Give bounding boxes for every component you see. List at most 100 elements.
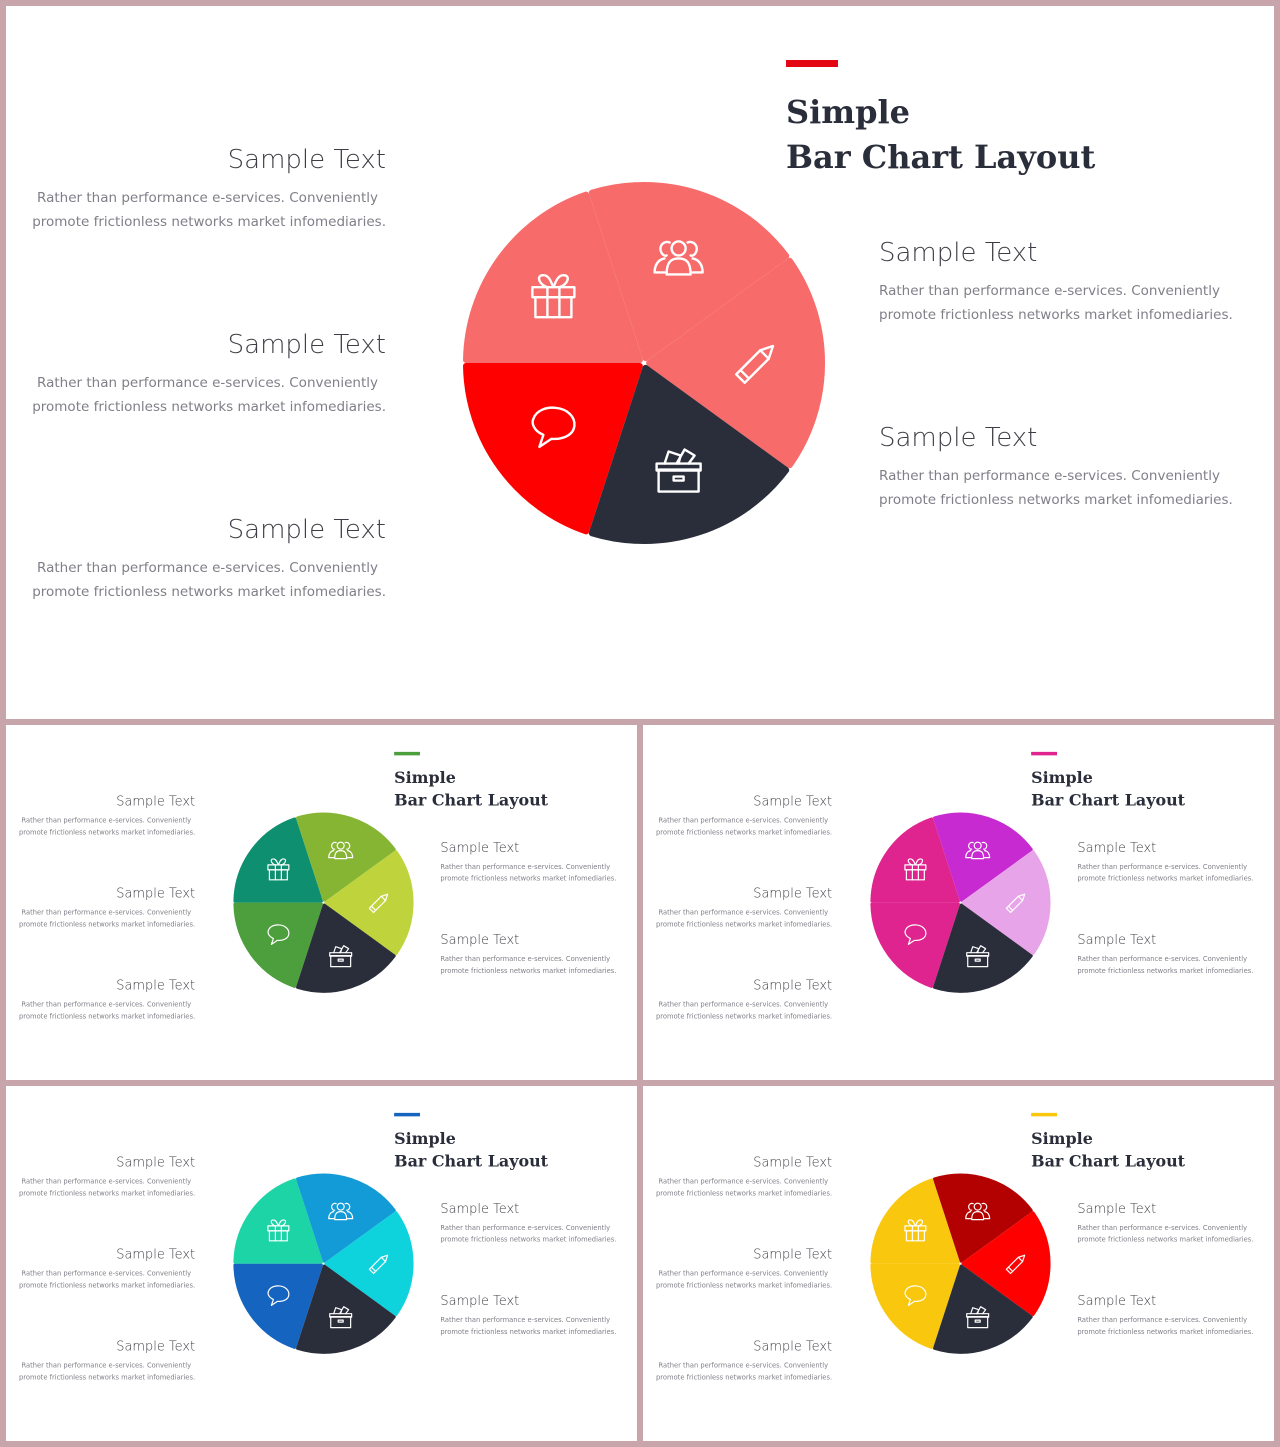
block-heading: Sample Text (753, 1247, 833, 1263)
body-line-2: promote frictionless networks market inf… (440, 966, 617, 975)
body-line-2: promote frictionless networks market inf… (1077, 1235, 1254, 1244)
gift-icon (267, 1219, 290, 1242)
text-block-right-1: Sample Text Rather than performance e-se… (440, 840, 629, 885)
slide-title: Simple Bar Chart Layout (394, 1128, 548, 1173)
body-line-1: Rather than performance e-services. Conv… (21, 1177, 192, 1186)
slide-blue: Simple Bar Chart Layout Sample Text Rath… (6, 1086, 637, 1441)
block-heading: Sample Text (116, 1155, 196, 1171)
body-line-1: Rather than performance e-services. Conv… (440, 1315, 611, 1324)
body-line-1: Rather than performance e-services. Conv… (1077, 862, 1248, 871)
pie-segment-1 (233, 1263, 323, 1349)
block-heading: Sample Text (227, 330, 386, 360)
segmented-pie (870, 1173, 1051, 1354)
title-line-1: Simple (394, 768, 456, 788)
block-body: Rather than performance e-services. Conv… (6, 371, 386, 419)
block-heading: Sample Text (1077, 1201, 1157, 1217)
body-line-2: promote frictionless networks market inf… (32, 584, 386, 600)
pie-segment-3 (933, 1173, 1033, 1263)
text-block-right-1: Sample Text Rather than performance e-se… (879, 237, 1259, 327)
block-heading: Sample Text (753, 978, 833, 994)
ballot-box-icon (329, 945, 353, 968)
pie-segment-4 (646, 257, 826, 469)
segmented-pie (870, 812, 1051, 993)
text-block-right-1: Sample Text Rather than performance e-se… (1077, 1201, 1266, 1246)
pie-segment-5 (296, 903, 396, 993)
body-line-2: promote frictionless networks market inf… (19, 1281, 196, 1290)
block-heading: Sample Text (227, 145, 386, 175)
speech-bubble-icon (904, 1285, 927, 1306)
text-block-right-2: Sample Text Rather than performance e-se… (440, 932, 629, 977)
body-line-1: Rather than performance e-services. Conv… (37, 560, 378, 576)
body-line-2: promote frictionless networks market inf… (19, 1012, 196, 1021)
accent-bar (394, 1112, 421, 1117)
text-block-right-1: Sample Text Rather than performance e-se… (1077, 840, 1266, 885)
gift-icon (904, 858, 927, 881)
text-block-left-1: Sample Text Rather than performance e-se… (6, 144, 386, 234)
block-body: Rather than performance e-services. Conv… (440, 1314, 629, 1338)
title-line-2: Bar Chart Layout (786, 138, 1096, 176)
text-block-right-2: Sample Text Rather than performance e-se… (1077, 1293, 1266, 1338)
body-line-1: Rather than performance e-services. Conv… (21, 1269, 192, 1278)
slide-title: Simple Bar Chart Layout (1031, 767, 1185, 812)
block-heading: Sample Text (116, 886, 196, 902)
pie-segment-2 (463, 191, 643, 363)
pie-segment-3 (296, 1173, 396, 1263)
body-line-2: promote frictionless networks market inf… (656, 920, 833, 929)
ballot-box-icon (966, 945, 990, 968)
pie-segment-2 (870, 817, 960, 903)
block-body: Rather than performance e-services. Conv… (6, 999, 195, 1023)
text-block-left-3: Sample Text Rather than performance e-se… (643, 978, 832, 1023)
body-line-1: Rather than performance e-services. Conv… (658, 908, 829, 917)
body-line-2: promote frictionless networks market inf… (1077, 1327, 1254, 1336)
block-heading: Sample Text (227, 515, 386, 545)
title-line-2: Bar Chart Layout (1031, 790, 1186, 810)
slide-title: Simple Bar Chart Layout (1031, 1128, 1185, 1173)
pie-segment-1 (870, 902, 960, 988)
block-body: Rather than performance e-services. Conv… (6, 907, 195, 931)
text-block-right-1: Sample Text Rather than performance e-se… (440, 1201, 629, 1246)
pie-segment-5 (296, 1264, 396, 1354)
users-icon (965, 1202, 991, 1221)
body-line-2: promote frictionless networks market inf… (879, 492, 1233, 508)
body-line-1: Rather than performance e-services. Conv… (1077, 1315, 1248, 1324)
pie-segment-2 (233, 817, 323, 903)
ballot-box-icon (655, 448, 702, 493)
body-line-2: promote frictionless networks market inf… (656, 1373, 833, 1382)
block-heading: Sample Text (440, 1293, 520, 1309)
speech-bubble-icon (904, 924, 927, 945)
block-body: Rather than performance e-services. Conv… (1077, 1222, 1266, 1246)
text-block-left-1: Sample Text Rather than performance e-se… (6, 794, 195, 839)
body-line-1: Rather than performance e-services. Conv… (21, 1361, 192, 1370)
block-body: Rather than performance e-services. Conv… (6, 186, 386, 234)
body-line-1: Rather than performance e-services. Conv… (879, 283, 1220, 299)
block-body: Rather than performance e-services. Conv… (440, 861, 629, 885)
text-block-left-1: Sample Text Rather than performance e-se… (6, 1155, 195, 1200)
users-icon (328, 841, 354, 860)
text-block-right-2: Sample Text Rather than performance e-se… (440, 1293, 629, 1338)
body-line-2: promote frictionless networks market inf… (656, 1012, 833, 1021)
slide-title: Simple Bar Chart Layout (394, 767, 548, 812)
block-body: Rather than performance e-services. Conv… (643, 815, 832, 839)
block-body: Rather than performance e-services. Conv… (6, 1268, 195, 1292)
slide-title: Simple Bar Chart Layout (786, 90, 1095, 180)
segmented-pie (463, 181, 826, 545)
slide-green: Simple Bar Chart Layout Sample Text Rath… (6, 725, 637, 1080)
text-block-left-3: Sample Text Rather than performance e-se… (6, 1339, 195, 1384)
text-block-left-3: Sample Text Rather than performance e-se… (6, 514, 386, 604)
block-heading: Sample Text (753, 794, 833, 810)
block-heading: Sample Text (1077, 1293, 1157, 1309)
pie-segment-2 (870, 1178, 960, 1264)
pie-segment-4 (961, 1211, 1051, 1316)
text-block-left-2: Sample Text Rather than performance e-se… (6, 886, 195, 931)
speech-bubble-icon (267, 924, 290, 945)
body-line-2: promote frictionless networks market inf… (440, 1235, 617, 1244)
body-line-2: promote frictionless networks market inf… (19, 1373, 196, 1382)
gift-icon (531, 273, 576, 319)
slide-magenta: Simple Bar Chart Layout Sample Text Rath… (643, 725, 1274, 1080)
block-body: Rather than performance e-services. Conv… (6, 556, 386, 604)
block-heading: Sample Text (753, 1155, 833, 1171)
body-line-2: promote frictionless networks market inf… (656, 1281, 833, 1290)
body-line-1: Rather than performance e-services. Conv… (21, 908, 192, 917)
text-block-right-2: Sample Text Rather than performance e-se… (1077, 932, 1266, 977)
body-line-2: promote frictionless networks market inf… (656, 1189, 833, 1198)
